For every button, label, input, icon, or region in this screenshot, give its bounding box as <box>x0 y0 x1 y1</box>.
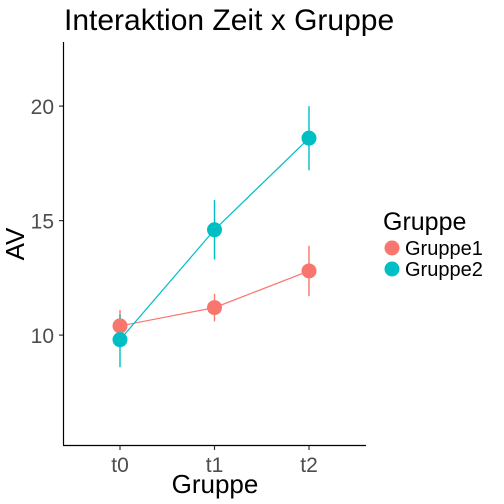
y-tick-label: 20 <box>31 96 54 119</box>
legend-title: Gruppe <box>383 208 466 236</box>
data-point-gruppe2 <box>207 222 222 238</box>
y-tick-label: 15 <box>31 211 54 234</box>
y-axis-label: AV <box>0 227 30 260</box>
x-axis: t0 t1 t2 <box>111 445 318 477</box>
chart-title: Interaktion Zeit x Gruppe <box>64 4 394 37</box>
legend-key <box>384 261 400 277</box>
y-axis: 10 15 20 <box>31 96 64 348</box>
data-point-gruppe1 <box>301 263 317 279</box>
x-tick-label: t0 <box>111 454 129 477</box>
data-point-gruppe2 <box>112 332 128 348</box>
x-axis-label: Gruppe <box>172 469 259 499</box>
data-points <box>112 130 317 348</box>
legend-label: Gruppe1 <box>405 238 483 260</box>
data-point-gruppe1 <box>112 318 128 334</box>
legend-label: Gruppe2 <box>405 259 483 281</box>
y-tick-label: 10 <box>31 325 54 348</box>
data-point-gruppe2 <box>301 130 317 146</box>
legend-key <box>384 240 400 256</box>
data-point-gruppe1 <box>207 300 222 316</box>
x-tick-label: t2 <box>300 454 318 477</box>
x-tick-label: t1 <box>206 454 224 477</box>
